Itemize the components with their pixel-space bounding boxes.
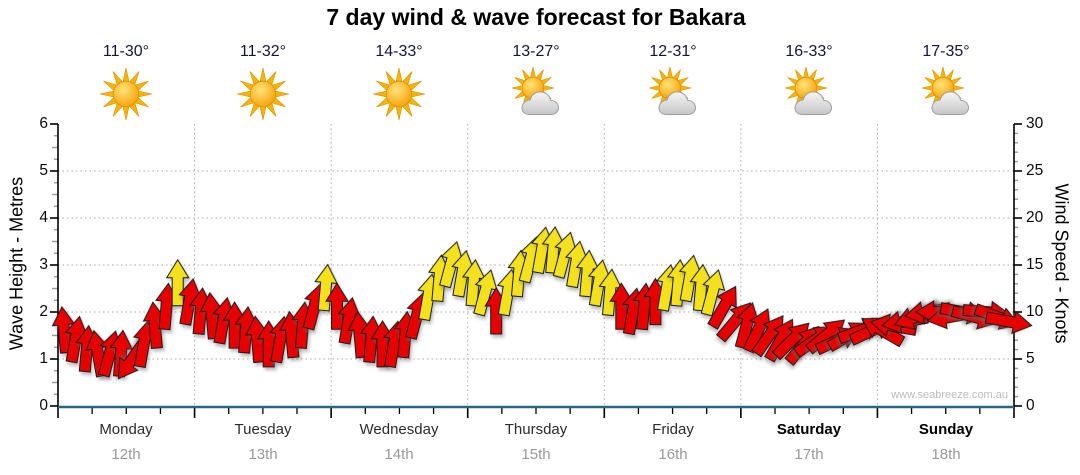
day-temperature: 13-27° <box>512 43 560 60</box>
cloud-shape <box>794 91 833 115</box>
day-date: 15th <box>521 446 551 463</box>
partly-cloudy-icon <box>784 66 833 115</box>
partly-cloudy-icon <box>511 66 560 115</box>
sunny-icon <box>372 67 426 121</box>
left-axis-tick-label: 5 <box>39 162 48 179</box>
right-axis-tick-label: 25 <box>1026 162 1044 179</box>
day-name: Saturday <box>776 421 842 438</box>
wind-arrow <box>700 269 726 317</box>
day-date: 16th <box>658 446 688 463</box>
sun-shape <box>99 67 153 121</box>
day-date: 18th <box>931 446 961 463</box>
right-axis-tick-label: 10 <box>1026 303 1044 320</box>
right-axis-tick-label: 30 <box>1026 115 1044 132</box>
day-temperature: 14-33° <box>375 43 423 60</box>
day-date: 14th <box>384 446 414 463</box>
cloud-shape <box>658 91 697 115</box>
cloud-shape <box>931 91 970 115</box>
left-axis-tick-label: 0 <box>39 397 48 414</box>
left-axis-tick-label: 1 <box>39 350 48 367</box>
right-axis-tick-label: 5 <box>1026 350 1035 367</box>
left-axis-tick-label: 4 <box>39 209 48 226</box>
left-axis-tick-label: 2 <box>39 303 48 320</box>
day-temperature: 11-32° <box>239 43 287 60</box>
partly-cloudy-icon <box>921 66 970 115</box>
left-axis-tick-label: 3 <box>39 256 48 273</box>
right-axis-tick-label: 0 <box>1026 397 1035 414</box>
sun-shape <box>236 67 290 121</box>
day-temperature: 12-31° <box>649 43 697 60</box>
day-name: Thursday <box>504 421 568 438</box>
wind-arrow <box>984 310 1033 335</box>
day-date: 13th <box>248 446 278 463</box>
right-axis-tick-label: 20 <box>1026 209 1044 226</box>
sunny-icon <box>236 67 290 121</box>
watermark: www.seabreeze.com.au <box>891 389 1008 401</box>
wind-arrow <box>314 263 338 312</box>
day-name: Monday <box>99 421 153 438</box>
left-axis-tick-label: 6 <box>39 115 48 132</box>
right-axis-tick-label: 15 <box>1026 256 1044 273</box>
cloud-shape <box>521 91 560 115</box>
day-temperature: 11-30° <box>102 43 150 60</box>
day-date: 17th <box>794 446 824 463</box>
sunny-icon <box>99 67 153 121</box>
day-name: Wednesday <box>359 421 439 438</box>
day-temperature: 16-33° <box>785 43 833 60</box>
day-name: Sunday <box>918 421 974 438</box>
day-name: Friday <box>652 421 694 438</box>
chart-title: 7 day wind & wave forecast for Bakara <box>326 4 746 30</box>
wind-arrow <box>325 282 349 330</box>
day-name: Tuesday <box>234 421 292 438</box>
partly-cloudy-icon <box>648 66 697 115</box>
day-temperature: 17-35° <box>922 43 970 60</box>
sun-shape <box>372 67 426 121</box>
day-date: 12th <box>111 446 141 463</box>
wind-arrow <box>707 285 737 330</box>
